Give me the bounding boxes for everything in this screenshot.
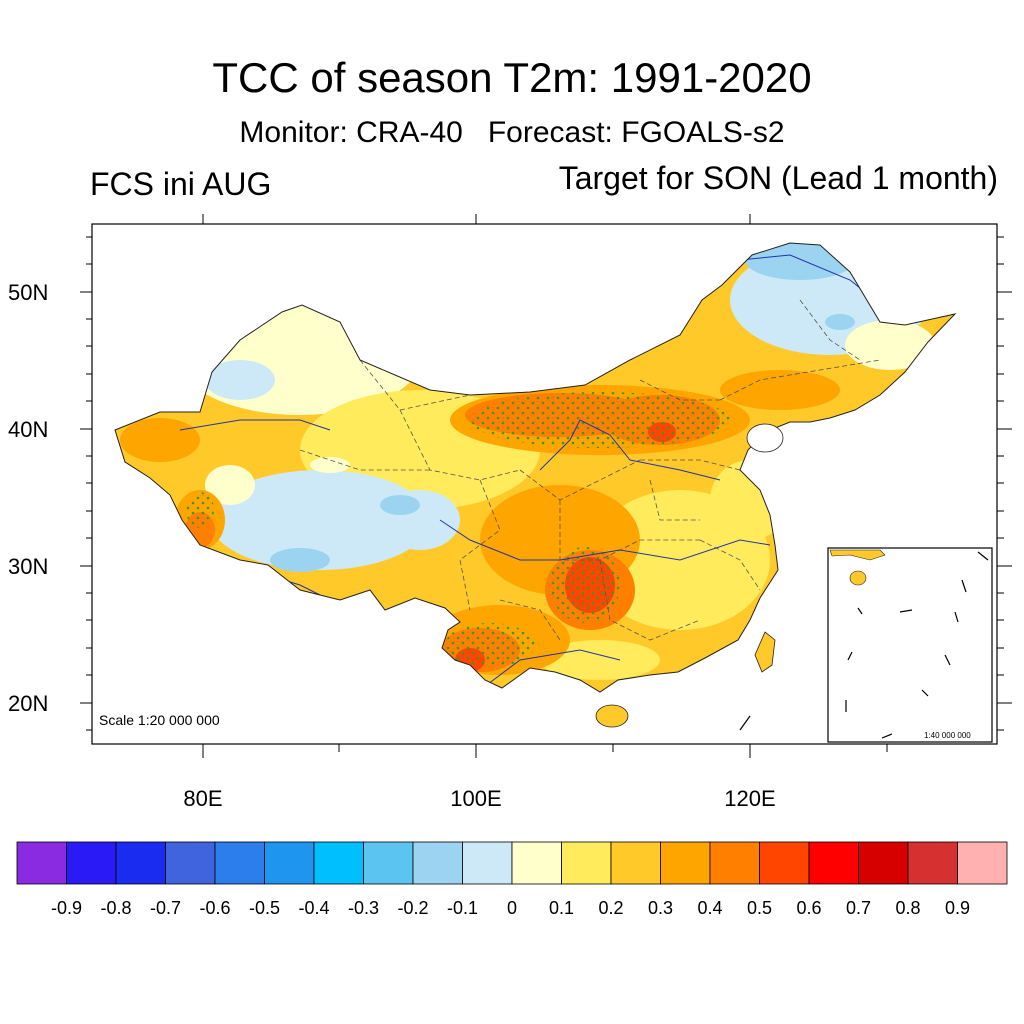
colorbar-swatch <box>709 841 760 885</box>
main-scale: Scale 1:20 000 000 <box>99 712 220 728</box>
colorbar-label: 0.8 <box>895 898 920 918</box>
colorbar-label: -0.8 <box>100 898 131 918</box>
colorbar-swatch <box>907 841 958 885</box>
map-title: TCC of season T2m: 1991-2020 <box>212 54 812 101</box>
colorbar-label: 0.3 <box>648 898 673 918</box>
target-label: Target for SON (Lead 1 month) <box>558 160 998 196</box>
colorbar-swatch <box>511 841 562 885</box>
colorbar-label: 0.5 <box>747 898 772 918</box>
colorbar-swatch <box>16 841 67 885</box>
colorbar-label: -0.3 <box>348 898 379 918</box>
lat-label-40n: 40N <box>8 417 48 442</box>
colorbar-label: 0.1 <box>549 898 574 918</box>
hainan-island <box>595 704 629 728</box>
colorbar-label: -0.4 <box>298 898 329 918</box>
colorbar-swatch <box>808 841 859 885</box>
colorbar-swatch <box>165 841 216 885</box>
colorbar-label: -0.7 <box>150 898 181 918</box>
taiwan-island <box>754 631 776 673</box>
colorbar-label: -0.2 <box>397 898 428 918</box>
lon-label-100e: 100E <box>450 786 501 811</box>
colorbar-swatch <box>214 841 265 885</box>
lat-label-30n: 30N <box>8 554 48 579</box>
lat-label-20n: 20N <box>8 691 48 716</box>
china-border <box>114 242 957 693</box>
lon-label-80e: 80E <box>183 786 222 811</box>
colorbar-swatch <box>957 841 1008 885</box>
bohai-sea <box>746 423 784 453</box>
colorbar-label: 0 <box>507 898 517 918</box>
colorbar-swatch <box>412 841 463 885</box>
colorbar-label: -0.9 <box>51 898 82 918</box>
init-label: FCS ini AUG <box>90 166 272 202</box>
colorbar-swatch <box>858 841 909 885</box>
colorbar-swatch <box>115 841 166 885</box>
boundary-dash <box>739 715 751 731</box>
colorbar-swatch <box>462 841 513 885</box>
colorbar-swatch <box>66 841 117 885</box>
colorbar-swatch <box>264 841 315 885</box>
colorbar-label: 0.4 <box>697 898 722 918</box>
colorbar-swatch <box>313 841 364 885</box>
lat-label-50n: 50N <box>8 280 48 305</box>
colorbar-swatch <box>561 841 612 885</box>
south-china-sea-inset: 1:40 000 000 <box>827 547 993 743</box>
colorbar-label: -0.1 <box>447 898 478 918</box>
map-subtitle: Monitor: CRA-40 Forecast: FGOALS-s2 <box>239 116 785 149</box>
colorbar-label: 0.7 <box>846 898 871 918</box>
colorbar-label: -0.6 <box>199 898 230 918</box>
inset-scale: 1:40 000 000 <box>924 731 971 740</box>
colorbar: -0.9 -0.8 -0.7 -0.6 -0.5 -0.4 -0.3 -0.2 -0.1 0 0.1… <box>16 841 1008 918</box>
colorbar-label: 0.6 <box>796 898 821 918</box>
colorbar-swatch <box>610 841 661 885</box>
colorbar-swatch <box>759 841 810 885</box>
colorbar-label: 0.2 <box>598 898 623 918</box>
colorbar-swatch <box>660 841 711 885</box>
colorbar-swatch <box>363 841 414 885</box>
lon-label-120e: 120E <box>724 786 775 811</box>
axis-ticks <box>80 214 1012 758</box>
colorbar-label: -0.5 <box>249 898 280 918</box>
colorbar-label: 0.9 <box>945 898 970 918</box>
